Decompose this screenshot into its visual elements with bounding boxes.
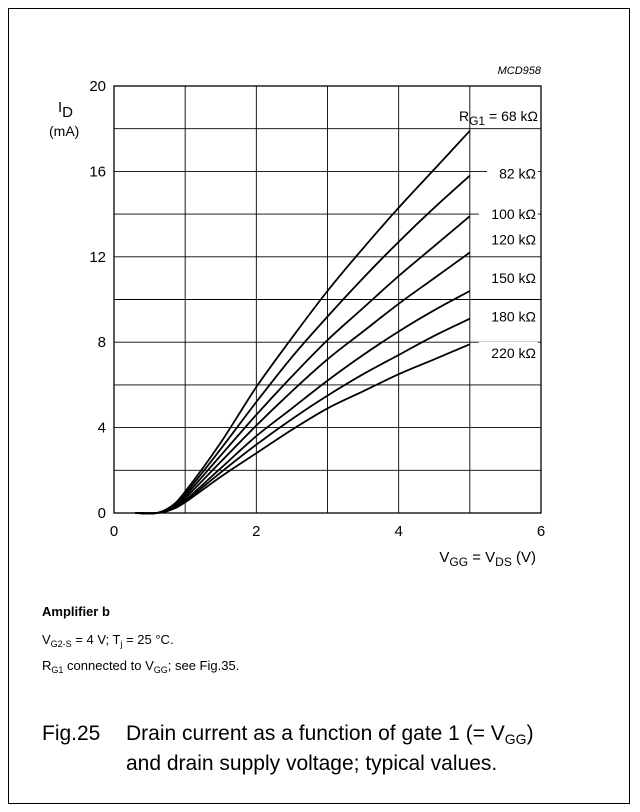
drain-current-chart: 0 2 4 6 0 4 8 12 16 20 MCD958 ID (mA) VGG = VDS (… (49, 65, 545, 569)
notes-conditions: VG2-S = 4 V; Tj = 25 °C. (42, 632, 174, 649)
chart-grid (114, 86, 541, 513)
legend-label-background (487, 162, 538, 180)
figure-frame (8, 8, 630, 804)
y-tick-label: 0 (98, 505, 106, 522)
legend-entry: 120 kΩ (491, 232, 536, 248)
figure-code: MCD958 (498, 65, 542, 77)
y-axis-unit: (mA) (49, 123, 79, 139)
tick-labels: 0 2 4 6 0 4 8 12 16 20 (89, 78, 545, 540)
legend-entry: 82 kΩ (499, 166, 536, 182)
legend-entry: RG1 = 68 kΩ (459, 108, 538, 128)
legend-entry: 150 kΩ (491, 270, 536, 286)
plot-border (113, 85, 542, 514)
y-axis-label: ID (58, 99, 73, 121)
y-tick-label: 16 (89, 163, 106, 180)
x-tick-label: 2 (252, 523, 260, 540)
series-line (135, 343, 471, 515)
curves-group (135, 130, 471, 515)
notes-title: Amplifier b (42, 604, 110, 619)
legend-label-background (478, 305, 538, 323)
x-tick-label: 4 (394, 523, 402, 540)
legend-label-background (478, 341, 538, 359)
x-tick-label: 0 (110, 523, 118, 540)
legend-label-background (478, 267, 538, 285)
legend-label-background (478, 203, 538, 221)
x-tick-label: 6 (537, 523, 545, 540)
y-tick-label: 8 (98, 334, 106, 351)
legend-label-background (478, 228, 538, 246)
y-tick-label: 12 (89, 249, 106, 266)
notes-connection: RG1 connected to VGG; see Fig.35. (42, 658, 240, 675)
caption-line-1: Drain current as a function of gate 1 (=… (126, 722, 534, 747)
y-tick-label: 4 (98, 420, 106, 437)
caption-figure-number: Fig.25 (42, 722, 101, 745)
legend-entry: 180 kΩ (491, 309, 536, 325)
caption-line-2: and drain supply voltage; typical values… (126, 752, 498, 775)
y-tick-label: 20 (89, 78, 106, 95)
curve-labels: RG1 = 68 kΩ 82 kΩ 100 kΩ 120 kΩ 150 kΩ 180 kΩ… (459, 108, 538, 361)
legend-entry: 100 kΩ (491, 206, 536, 222)
legend-entry: 220 kΩ (491, 345, 536, 361)
series-line (135, 290, 471, 515)
x-axis-label: VGG = VDS (V) (439, 549, 536, 569)
